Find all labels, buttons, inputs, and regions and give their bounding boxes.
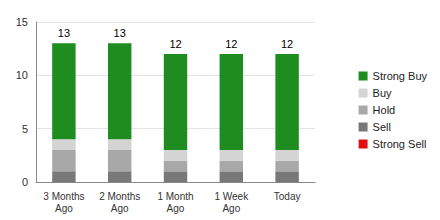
svg-text:10: 10 [16, 69, 28, 81]
svg-text:Hold: Hold [373, 104, 396, 116]
svg-text:Ago: Ago [167, 203, 185, 214]
svg-text:1 Week: 1 Week [214, 191, 249, 202]
svg-text:Sell: Sell [373, 121, 391, 133]
svg-text:Ago: Ago [111, 203, 129, 214]
svg-text:12: 12 [225, 38, 237, 50]
svg-text:Ago: Ago [222, 203, 240, 214]
svg-text:Strong Sell: Strong Sell [373, 138, 427, 150]
svg-text:12: 12 [281, 38, 293, 50]
svg-text:Today: Today [274, 191, 301, 202]
svg-text:Ago: Ago [55, 203, 73, 214]
svg-text:13: 13 [58, 27, 70, 39]
svg-text:13: 13 [114, 27, 126, 39]
svg-text:Strong Buy: Strong Buy [373, 70, 428, 82]
svg-text:15: 15 [16, 16, 28, 28]
svg-text:Buy: Buy [373, 87, 392, 99]
svg-text:0: 0 [22, 176, 28, 188]
svg-text:2 Months: 2 Months [99, 191, 140, 202]
svg-text:12: 12 [169, 38, 181, 50]
svg-text:5: 5 [22, 123, 28, 135]
svg-text:1 Month: 1 Month [157, 191, 193, 202]
svg-text:3 Months: 3 Months [43, 191, 84, 202]
